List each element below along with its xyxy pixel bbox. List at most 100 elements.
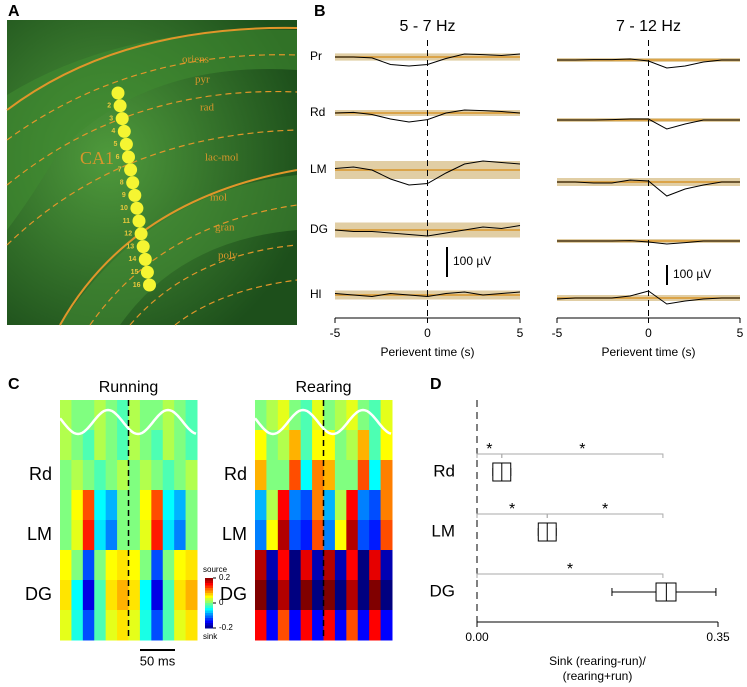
colorbar-label: sink [203,632,218,641]
heatmap-cell [323,400,336,431]
heatmap-cell [334,430,347,461]
heatmap-cell [323,550,336,581]
heatmap-cell [151,520,164,551]
heatmap-cell [117,460,129,491]
colorbar-label: source [203,565,228,574]
colorbar-segment [205,608,213,611]
panel-label: D [430,376,442,393]
heatmap-cell [128,580,141,611]
category-label: Rd [433,461,455,480]
heatmap-cell [128,460,141,491]
heatmap-cell [162,520,175,551]
heatmap-cell [369,400,382,431]
panel-label: A [8,3,20,20]
row-label: Rd [29,464,52,484]
heatmap-cell [60,400,72,431]
heatmap-cell [334,610,347,641]
heatmap-cell [174,550,187,581]
heatmap-cell [346,580,359,611]
heatmap-cell [369,580,382,611]
heatmap-cell [255,490,267,521]
heatmap-cell [151,430,164,461]
heatmap-cell [277,520,290,551]
heatmap-cell [162,580,175,611]
heatmap-cell [139,610,152,641]
site-number: 11 [123,218,131,225]
heatmap-cell [151,610,164,641]
colorbar-segment [205,625,213,629]
colorbar-tick-label: 0 [219,598,224,607]
heatmap-cell [300,490,313,521]
heatmap-cell [289,460,302,491]
site-number: 15 [131,269,139,276]
x-tick-label: -5 [330,326,341,340]
heatmap-cell [334,490,347,521]
x-axis-label: Perievent time (s) [380,345,474,359]
site-number: 3 [109,115,113,122]
heatmap-cell [128,400,141,431]
heatmap-cell [82,580,95,611]
heatmap-cell [94,520,107,551]
heatmap-cell [357,430,370,461]
heatmap-cell [312,580,324,611]
heatmap-cell [357,460,370,491]
significance-bracket [546,513,664,518]
heatmap-cell [151,460,164,491]
heatmap-cell [105,400,118,431]
site-number: 14 [129,256,137,263]
heatmap-cell [162,610,175,641]
heatmap-cell [105,610,118,641]
scale-bar-label: 100 µV [673,267,711,281]
heatmap-cell [323,490,336,521]
heatmap-cell [255,580,267,611]
chart-title: Rearing [295,379,351,396]
colorbar-segment [205,623,213,626]
recording-site [134,227,148,241]
colorbar-segment [205,600,213,604]
significance-star: * [579,441,585,458]
colorbar-segment [205,588,213,591]
site-number: 12 [124,231,132,238]
recording-site [119,137,133,151]
heatmap-cell [300,610,313,641]
heatmap-cell [82,460,95,491]
colorbar-segment [205,605,213,609]
heatmap-cell [162,400,175,431]
heatmap-cell [300,520,313,551]
heatmap-cell [289,520,302,551]
row-label: LM [27,524,52,544]
heatmap-cell [185,430,198,461]
heatmap-cell [357,580,370,611]
chart-title: 5 - 7 Hz [399,18,455,35]
heatmap-cell [185,610,198,641]
heatmap-cell [300,400,313,431]
heatmap-cell [117,580,129,611]
heatmap-cell [277,490,290,521]
colorbar-tick-label: 0.2 [219,573,231,582]
heatmap-cell [71,490,84,521]
heatmap-cell [266,400,279,431]
colorbar-segment [205,603,213,606]
row-label: LM [222,524,247,544]
site-number: 9 [122,192,126,199]
heatmap-cell [334,580,347,611]
theta-wave [254,408,392,436]
heatmap-cell [312,430,324,461]
heatmap-cell [117,490,129,521]
heatmap-cell [151,580,164,611]
heatmap-cell [139,460,152,491]
colorbar-segment [205,595,213,599]
heatmap-cell [94,460,107,491]
heatmap-cell [71,520,84,551]
heatmap-cell [334,400,347,431]
x-tick-label: 0 [424,326,431,340]
heatmap-cell [174,460,187,491]
heatmap-cell [312,490,324,521]
heatmap-cell [185,460,198,491]
recording-site [115,112,129,126]
heatmap-cell [334,520,347,551]
layer-label: gran [215,222,235,234]
heatmap-cell [380,520,393,551]
heatmap-cell [139,520,152,551]
heatmap-cell [255,430,267,461]
